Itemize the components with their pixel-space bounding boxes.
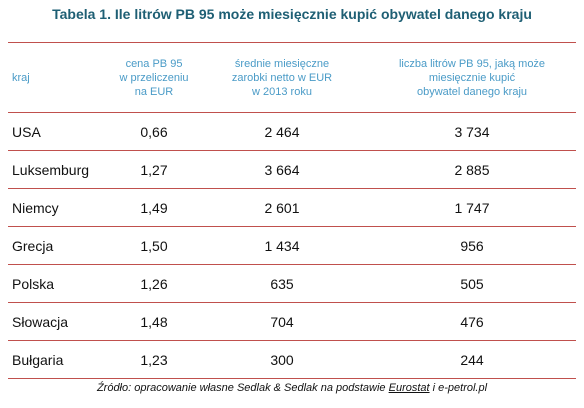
header-row: kraj cena PB 95 w przeliczeniu na EUR średni… xyxy=(8,42,576,113)
table-row: Polska 1,26 635 505 xyxy=(8,264,576,303)
table-row: Bułgaria 1,23 300 244 xyxy=(8,340,576,379)
table-row: Niemcy 1,49 2 601 1 747 xyxy=(8,188,576,227)
source-note: Źródło: opracowanie własne Sedlak & Sedl… xyxy=(0,382,584,394)
source-text: i e-petrol.pl xyxy=(429,382,488,394)
table-cell: 3 664 xyxy=(196,150,368,189)
table-cell: 1,50 xyxy=(112,226,196,265)
source-link: Eurostat xyxy=(388,382,430,394)
table-cell: Bułgaria xyxy=(8,340,112,379)
table-cell: 3 734 xyxy=(368,112,576,151)
table-cell: Luksemburg xyxy=(8,150,112,189)
table-cell: 635 xyxy=(196,264,368,303)
table-cell: 244 xyxy=(368,340,576,379)
table-row: Luksemburg 1,27 3 664 2 885 xyxy=(8,150,576,189)
table-cell: 2 601 xyxy=(196,188,368,227)
table-cell: Polska xyxy=(8,264,112,303)
header-line: kraj xyxy=(12,71,30,84)
header-line: miesięcznie kupić xyxy=(428,71,516,84)
table-cell: USA xyxy=(8,112,112,151)
table-cell: 704 xyxy=(196,302,368,341)
table-cell: 1,48 xyxy=(112,302,196,341)
column-header: kraj xyxy=(8,42,112,113)
data-table: kraj cena PB 95 w przeliczeniu na EUR średni… xyxy=(8,42,576,379)
header-line: cena PB 95 xyxy=(125,57,183,70)
header-line: średnie miesięczne xyxy=(234,57,330,70)
table-cell: 300 xyxy=(196,340,368,379)
column-header: cena PB 95 w przeliczeniu na EUR xyxy=(112,42,196,113)
header-line: obywatel danego kraju xyxy=(416,85,528,98)
table-cell: 1,26 xyxy=(112,264,196,303)
header-line: zarobki netto w EUR xyxy=(231,71,333,84)
table-cell: 505 xyxy=(368,264,576,303)
table-cell: Słowacja xyxy=(8,302,112,341)
table-cell: 2 885 xyxy=(368,150,576,189)
column-header: liczba litrów PB 95, jaką może miesięczni… xyxy=(368,42,576,113)
table-cell: 956 xyxy=(368,226,576,265)
table-cell: 476 xyxy=(368,302,576,341)
table-row: USA 0,66 2 464 3 734 xyxy=(8,112,576,151)
header-line: w 2013 roku xyxy=(252,85,312,98)
source-text: Źródło: opracowanie własne Sedlak & Sedl… xyxy=(96,382,389,394)
table-cell: 1 434 xyxy=(196,226,368,265)
table-row: Grecja 1,50 1 434 956 xyxy=(8,226,576,265)
table-cell: Grecja xyxy=(8,226,112,265)
table-row: Słowacja 1,48 704 476 xyxy=(8,302,576,341)
header-line: w przeliczeniu xyxy=(119,71,189,84)
table-cell: 0,66 xyxy=(112,112,196,151)
table-cell: 1,49 xyxy=(112,188,196,227)
table-cell: Niemcy xyxy=(8,188,112,227)
table-cell: 1,27 xyxy=(112,150,196,189)
header-line: liczba litrów PB 95, jaką może xyxy=(398,57,546,70)
table-cell: 2 464 xyxy=(196,112,368,151)
table-title: Tabela 1. Ile litrów PB 95 może miesięcz… xyxy=(52,6,532,22)
header-line: na EUR xyxy=(134,85,174,98)
table-cell: 1 747 xyxy=(368,188,576,227)
table-cell: 1,23 xyxy=(112,340,196,379)
column-header: średnie miesięczne zarobki netto w EUR w 2… xyxy=(196,42,368,113)
